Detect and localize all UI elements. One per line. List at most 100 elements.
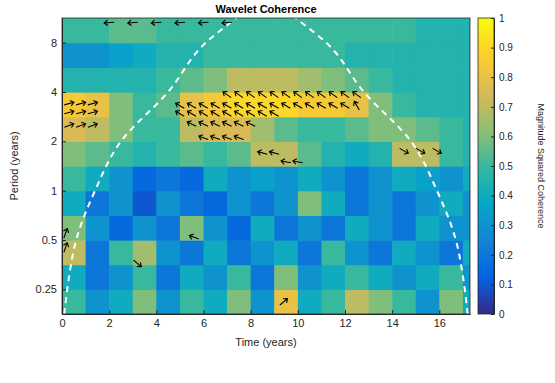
y-axis-title: Period (years) xyxy=(8,131,20,200)
tick-mark xyxy=(491,107,494,108)
phase-arrow xyxy=(351,90,362,100)
phase-arrow xyxy=(221,101,232,111)
phase-arrow xyxy=(339,90,350,100)
heat-cell xyxy=(369,215,393,240)
heat-cell xyxy=(156,166,180,191)
phase-arrow xyxy=(245,101,256,111)
heat-cell xyxy=(204,240,228,265)
heat-cell xyxy=(369,289,393,314)
heat-cell xyxy=(369,18,393,43)
heat-cell xyxy=(180,166,204,191)
heat-cell xyxy=(298,240,322,265)
heat-cell xyxy=(439,67,463,92)
tick-mark xyxy=(345,310,346,314)
phase-arrow xyxy=(221,109,232,119)
heat-cell xyxy=(180,265,204,290)
tick-label: 0.6 xyxy=(499,131,513,142)
heat-cell xyxy=(227,265,251,290)
heat-cell xyxy=(204,289,228,314)
phase-arrow xyxy=(398,146,409,156)
heat-cell xyxy=(86,92,110,117)
tick-label: 8 xyxy=(51,37,57,49)
heat-cell xyxy=(109,191,133,216)
heat-cell xyxy=(416,67,440,92)
tick-mark xyxy=(109,310,110,314)
tick-label: 0.5 xyxy=(42,234,57,246)
tick: 0.25 xyxy=(36,283,66,295)
heat-cell xyxy=(321,141,345,166)
tick-mark xyxy=(439,310,440,314)
heat-cell xyxy=(463,92,470,117)
phase-arrow xyxy=(188,233,199,242)
heat-cell xyxy=(439,265,463,290)
heat-cell xyxy=(274,265,298,290)
heat-cell xyxy=(62,141,86,166)
tick-mark xyxy=(491,255,494,256)
phase-arrow xyxy=(245,109,256,119)
tick-mark xyxy=(62,240,66,241)
phase-arrow xyxy=(280,101,291,111)
phase-arrow xyxy=(431,146,442,156)
heat-cell xyxy=(274,215,298,240)
phase-arrow xyxy=(222,19,232,25)
tick-label: 0.25 xyxy=(36,283,57,295)
x-axis: 0246810121416 xyxy=(59,310,470,329)
phase-arrow xyxy=(221,90,232,100)
heat-cell xyxy=(62,43,86,68)
tick-mark xyxy=(491,136,494,137)
phase-arrow xyxy=(87,108,98,116)
tick: 0.6 xyxy=(491,131,513,142)
phase-arrow xyxy=(75,100,86,108)
phase-arrow xyxy=(186,101,197,111)
heat-cell xyxy=(86,43,110,68)
tick: 6 xyxy=(201,310,207,329)
heat-cell xyxy=(392,289,416,314)
heat-cell xyxy=(463,141,470,166)
heat-cell xyxy=(251,166,275,191)
tick: 10 xyxy=(292,310,304,329)
phase-arrow xyxy=(210,134,221,143)
heat-cell xyxy=(156,289,180,314)
heat-cell xyxy=(416,92,440,117)
phase-arrow xyxy=(75,121,86,130)
phase-arrow xyxy=(257,149,268,157)
heat-cell xyxy=(133,67,157,92)
heat-cell xyxy=(227,141,251,166)
heat-cell xyxy=(463,67,470,92)
heat-cell xyxy=(369,191,393,216)
heat-cell xyxy=(227,289,251,314)
heat-cell xyxy=(251,117,275,142)
colorbar-axis: 00.10.20.30.40.50.60.70.80.91 xyxy=(491,13,513,320)
tick-label: 0.3 xyxy=(499,220,513,231)
phase-arrow xyxy=(304,90,315,100)
heat-cell xyxy=(227,240,251,265)
phase-arrow xyxy=(278,296,289,307)
heat-cell xyxy=(369,43,393,68)
heat-cell xyxy=(463,215,470,240)
heat-cell xyxy=(298,67,322,92)
heat-cell xyxy=(62,166,86,191)
phase-arrow xyxy=(257,101,268,111)
heat-cell xyxy=(416,240,440,265)
heat-cell xyxy=(416,43,440,68)
tick-label: 0.4 xyxy=(499,190,513,201)
phase-arrow xyxy=(269,149,280,157)
heat-cell xyxy=(180,43,204,68)
heat-cell xyxy=(274,117,298,142)
heat-cell xyxy=(251,191,275,216)
phase-arrow xyxy=(174,109,185,119)
phase-arrow xyxy=(128,19,138,25)
heat-cell xyxy=(439,92,463,117)
phase-arrow xyxy=(151,19,161,25)
heat-cell xyxy=(321,166,345,191)
heat-cell xyxy=(227,67,251,92)
heat-cell xyxy=(321,191,345,216)
phase-arrow xyxy=(198,134,209,143)
heat-cell xyxy=(62,117,86,142)
tick-mark xyxy=(491,77,494,78)
phase-arrow xyxy=(221,134,232,143)
heat-cell xyxy=(439,289,463,314)
heat-cell xyxy=(298,43,322,68)
heat-cell xyxy=(133,43,157,68)
tick-label: 1 xyxy=(51,185,57,197)
